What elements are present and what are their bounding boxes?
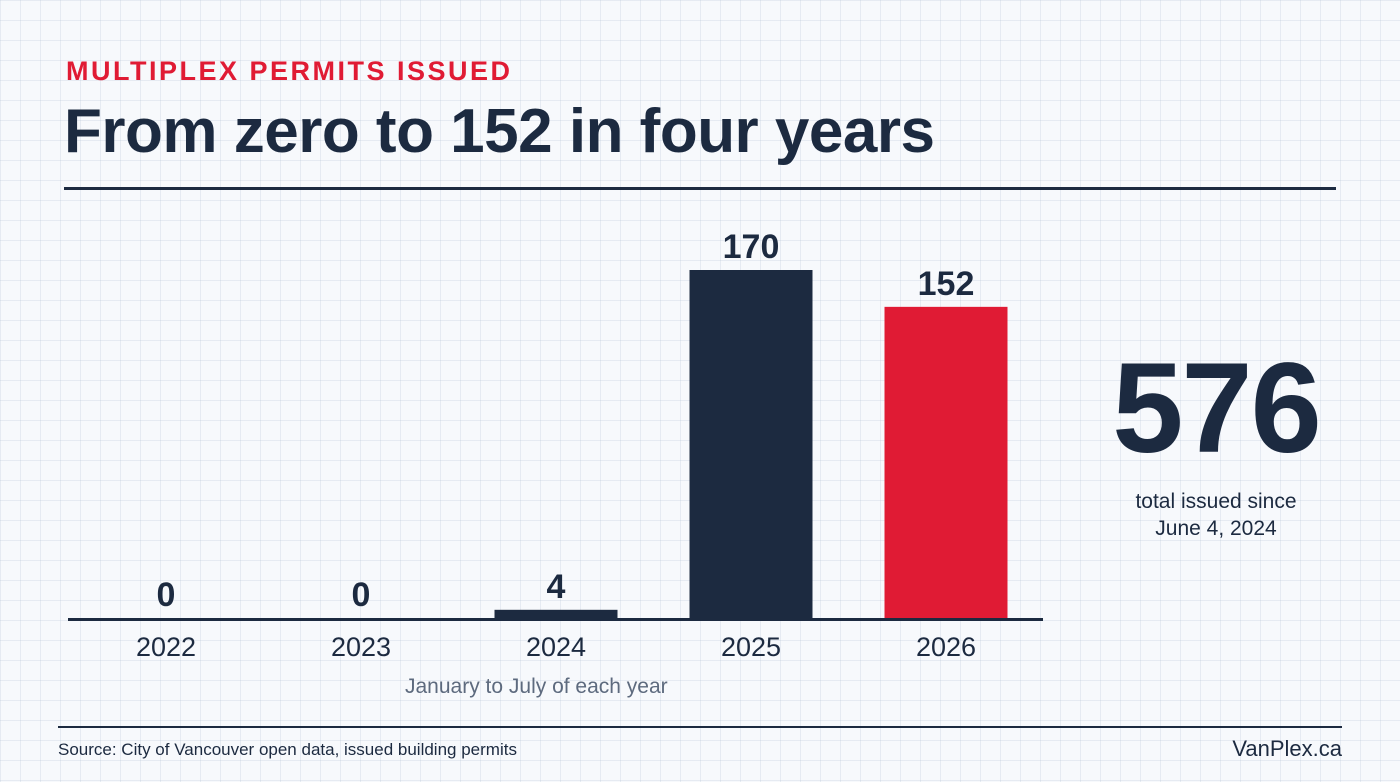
total-stat-label-line1: total issued since	[1135, 490, 1297, 513]
bars-layer	[494, 270, 1008, 618]
total-stat-label: total issued since June 4, 2024	[1085, 489, 1347, 543]
title-divider	[64, 187, 1336, 190]
category-label-2024: 2024	[526, 632, 586, 662]
category-label-2022: 2022	[136, 632, 196, 662]
footer-divider	[58, 726, 1342, 728]
category-label-2025: 2025	[721, 632, 781, 662]
category-label-2026: 2026	[916, 632, 976, 662]
value-label-2022: 0	[157, 576, 176, 614]
total-stat: 576 total issued since June 4, 2024	[1085, 345, 1347, 543]
value-label-2024: 4	[547, 568, 566, 606]
total-stat-value: 576	[1112, 337, 1322, 480]
total-stat-label-line2: June 4, 2024	[1155, 516, 1277, 540]
chart-title: From zero to 152 in four years	[64, 97, 935, 166]
chart-note: January to July of each year	[405, 675, 668, 698]
category-label-2023: 2023	[331, 632, 391, 662]
source-note: Source: City of Vancouver open data, iss…	[58, 740, 517, 759]
bar-2024	[494, 609, 618, 618]
value-label-2026: 152	[918, 265, 975, 303]
labels-layer: 0 2022 0 2023 4 2024 170 2025 152 2026	[136, 228, 976, 662]
value-label-2023: 0	[352, 576, 371, 614]
bar-2025	[689, 270, 813, 618]
value-label-2025: 170	[723, 228, 780, 266]
bar-2026	[884, 306, 1008, 618]
chart-eyebrow: MULTIPLEX PERMITS ISSUED	[66, 56, 513, 86]
brand-name: VanPlex.ca	[1232, 736, 1342, 761]
